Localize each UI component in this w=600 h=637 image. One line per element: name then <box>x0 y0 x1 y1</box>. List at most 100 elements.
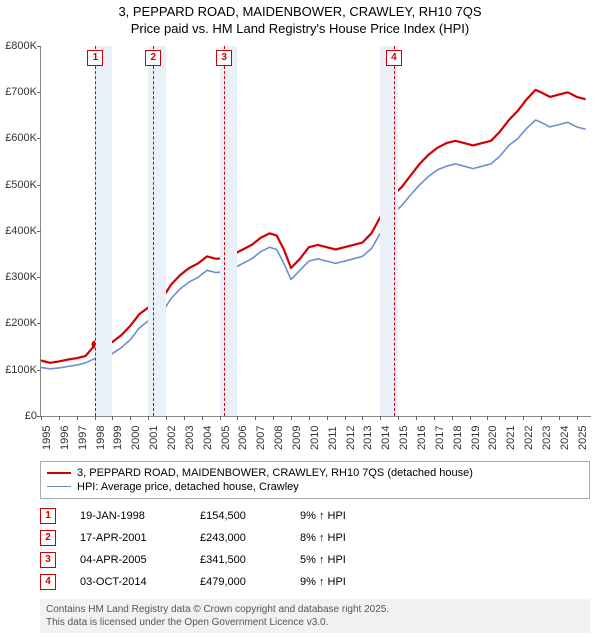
x-tick-label: 2012 <box>345 420 357 450</box>
sale-hpi-delta: 9% ↑ HPI <box>300 576 390 588</box>
x-tick-label: 2024 <box>559 420 571 450</box>
sale-row: 4 03-OCT-2014£479,0009% ↑ HPI <box>40 571 590 593</box>
x-tick-label: 2009 <box>291 420 303 450</box>
x-tick-mark <box>184 416 185 420</box>
plot-area: £0£100K£200K£300K£400K£500K£600K£700K£80… <box>40 46 591 417</box>
y-tick-mark <box>37 370 41 371</box>
x-tick-mark <box>487 416 488 420</box>
x-tick-label: 2007 <box>255 420 267 450</box>
sale-row: 1 19-JAN-1998£154,5009% ↑ HPI <box>40 505 590 527</box>
x-tick-mark <box>41 416 42 420</box>
x-tick-mark <box>380 416 381 420</box>
x-tick-mark <box>166 416 167 420</box>
legend-row: 3, PEPPARD ROAD, MAIDENBOWER, CRAWLEY, R… <box>47 466 583 480</box>
sale-marker-badge: 4 <box>386 50 402 66</box>
x-tick-mark <box>541 416 542 420</box>
sale-marker-badge: 1 <box>87 50 103 66</box>
legend-label: HPI: Average price, detached house, Craw… <box>77 481 299 493</box>
sale-row: 304-APR-2005£341,5005% ↑ HPI <box>40 549 590 571</box>
sale-price: £479,000 <box>200 576 300 588</box>
x-tick-mark <box>434 416 435 420</box>
x-tick-label: 2006 <box>237 420 249 450</box>
sale-price: £243,000 <box>200 532 300 544</box>
x-tick-mark <box>255 416 256 420</box>
x-tick-mark <box>202 416 203 420</box>
sale-price: £154,500 <box>200 510 300 522</box>
legend: 3, PEPPARD ROAD, MAIDENBOWER, CRAWLEY, R… <box>40 461 590 499</box>
sale-index-badge: 1 <box>40 508 56 524</box>
x-tick-mark <box>452 416 453 420</box>
y-tick-label: £100K <box>1 364 37 376</box>
x-tick-mark <box>309 416 310 420</box>
y-tick-mark <box>37 323 41 324</box>
x-tick-label: 1995 <box>41 420 53 450</box>
sale-marker-line <box>153 46 154 416</box>
x-tick-label: 2020 <box>487 420 499 450</box>
x-tick-mark <box>237 416 238 420</box>
year-highlight-band <box>148 46 166 416</box>
y-tick-label: £600K <box>1 132 37 144</box>
x-tick-label: 2001 <box>148 420 160 450</box>
x-tick-mark <box>273 416 274 420</box>
x-tick-label: 1998 <box>95 420 107 450</box>
x-tick-label: 2025 <box>577 420 589 450</box>
y-tick-label: £0 <box>1 410 37 422</box>
y-tick-mark <box>37 46 41 47</box>
y-tick-mark <box>37 185 41 186</box>
x-tick-label: 2008 <box>273 420 285 450</box>
sale-marker-line <box>394 46 395 416</box>
x-tick-mark <box>505 416 506 420</box>
x-tick-mark <box>112 416 113 420</box>
price-paid-line <box>41 90 586 363</box>
y-tick-mark <box>37 138 41 139</box>
sales-table: 119-JAN-1998£154,5009% ↑ HPI217-APR-2001… <box>40 505 590 593</box>
x-tick-label: 1996 <box>59 420 71 450</box>
x-tick-label: 1999 <box>112 420 124 450</box>
x-tick-label: 2004 <box>202 420 214 450</box>
y-tick-label: £800K <box>1 40 37 52</box>
x-tick-mark <box>523 416 524 420</box>
y-tick-label: £200K <box>1 317 37 329</box>
legend-label: 3, PEPPARD ROAD, MAIDENBOWER, CRAWLEY, R… <box>77 467 473 479</box>
x-tick-label: 2016 <box>416 420 428 450</box>
sale-hpi-delta: 5% ↑ HPI <box>300 554 390 566</box>
line-svg <box>41 46 591 416</box>
x-tick-label: 2021 <box>505 420 517 450</box>
x-tick-mark <box>470 416 471 420</box>
x-tick-label: 1997 <box>77 420 89 450</box>
x-tick-label: 2013 <box>362 420 374 450</box>
sale-marker-line <box>95 46 96 416</box>
x-tick-label: 2022 <box>523 420 535 450</box>
legend-row: HPI: Average price, detached house, Craw… <box>47 480 583 494</box>
hpi-line <box>41 120 586 369</box>
x-tick-label: 2017 <box>434 420 446 450</box>
x-tick-label: 2014 <box>380 420 392 450</box>
sale-date: 03-OCT-2014 <box>80 576 200 588</box>
legend-swatch <box>47 486 71 487</box>
x-tick-mark <box>416 416 417 420</box>
x-tick-label: 2015 <box>398 420 410 450</box>
sale-hpi-delta: 9% ↑ HPI <box>300 510 390 522</box>
x-tick-label: 2002 <box>166 420 178 450</box>
x-tick-label: 2023 <box>541 420 553 450</box>
x-tick-mark <box>345 416 346 420</box>
footer-line2: This data is licensed under the Open Gov… <box>46 616 584 629</box>
sale-date: 19-JAN-1998 <box>80 510 200 522</box>
sale-price: £341,500 <box>200 554 300 566</box>
chart-title: 3, PEPPARD ROAD, MAIDENBOWER, CRAWLEY, R… <box>0 0 600 38</box>
chart-container: 3, PEPPARD ROAD, MAIDENBOWER, CRAWLEY, R… <box>0 0 600 633</box>
sale-index-badge: 4 <box>40 574 56 590</box>
x-tick-label: 2018 <box>452 420 464 450</box>
x-tick-mark <box>130 416 131 420</box>
x-tick-label: 2019 <box>470 420 482 450</box>
title-line1: 3, PEPPARD ROAD, MAIDENBOWER, CRAWLEY, R… <box>0 4 600 21</box>
sale-date: 04-APR-2005 <box>80 554 200 566</box>
x-tick-label: 2011 <box>327 420 339 450</box>
sale-marker-badge: 2 <box>145 50 161 66</box>
sale-date: 17-APR-2001 <box>80 532 200 544</box>
x-tick-label: 2000 <box>130 420 142 450</box>
x-tick-mark <box>362 416 363 420</box>
x-tick-mark <box>327 416 328 420</box>
sale-hpi-delta: 8% ↑ HPI <box>300 532 390 544</box>
x-tick-mark <box>220 416 221 420</box>
